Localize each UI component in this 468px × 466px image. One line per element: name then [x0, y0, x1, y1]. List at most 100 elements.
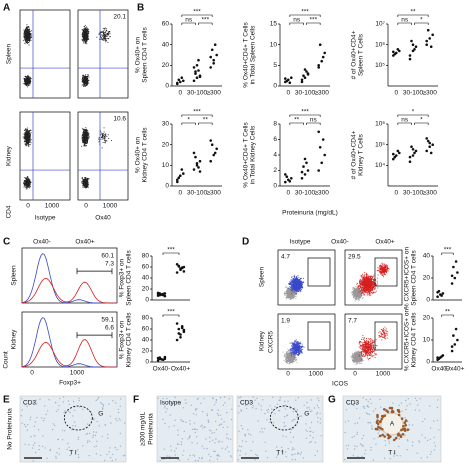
event-dot	[84, 139, 86, 140]
panel-label: C	[3, 237, 10, 248]
event-dot	[289, 294, 291, 296]
event-dot	[83, 131, 85, 133]
event-dot	[26, 183, 27, 185]
x-tick-label: 0	[395, 190, 399, 197]
data-dot	[408, 57, 412, 61]
event-dot	[295, 294, 297, 295]
event-dot	[26, 27, 28, 29]
data-dot	[177, 78, 181, 82]
y-axis-label: Spleen T Cells	[358, 33, 365, 76]
event-dot	[24, 181, 26, 182]
data-dot	[426, 28, 430, 32]
event-dot	[84, 33, 86, 35]
event-dot	[83, 140, 84, 142]
event-dot	[26, 136, 27, 137]
event-dot	[293, 296, 295, 298]
event-dot	[84, 79, 86, 81]
event-dot	[85, 138, 87, 139]
data-dot	[288, 180, 292, 183]
event-dot	[23, 133, 25, 135]
event-dot	[297, 288, 299, 290]
event-dot	[30, 78, 32, 80]
event-dot	[26, 183, 28, 185]
panel-label: F	[133, 395, 139, 406]
event-dot	[82, 134, 84, 136]
data-dot	[300, 177, 304, 180]
y-tick-label: 10	[270, 41, 278, 48]
event-dot	[288, 283, 290, 285]
event-dot	[293, 282, 295, 284]
legend-label: Ox40-	[331, 239, 349, 246]
significance-label: ***	[301, 9, 309, 16]
event-dot	[26, 31, 28, 33]
event-dot	[83, 138, 85, 140]
y-axis-label: % Ox40+ on	[135, 37, 142, 73]
event-dot	[26, 177, 28, 179]
event-dot	[297, 285, 299, 287]
panel-label: E	[3, 395, 10, 406]
event-dot	[84, 143, 86, 145]
event-dot	[25, 78, 27, 80]
event-dot	[29, 34, 30, 36]
event-dot	[86, 40, 88, 42]
event-dot	[293, 290, 294, 291]
data-dot	[398, 151, 401, 155]
event-dot	[298, 285, 299, 287]
event-dot	[292, 293, 294, 295]
event-dot	[28, 26, 30, 28]
data-dot	[175, 322, 179, 325]
event-dot	[24, 34, 26, 36]
event-dot	[286, 291, 288, 293]
event-dot	[85, 32, 86, 33]
data-dot	[210, 48, 214, 52]
data-dot	[213, 151, 217, 155]
event-dot	[103, 37, 105, 39]
event-dot	[85, 42, 87, 44]
event-dot	[85, 137, 87, 139]
event-dot	[30, 34, 32, 36]
event-dot	[84, 140, 86, 141]
gate-percentage: 59.1	[101, 317, 114, 324]
event-dot	[100, 33, 102, 35]
event-dot	[86, 136, 88, 138]
event-dot	[27, 26, 29, 27]
event-dot	[26, 130, 28, 132]
event-dot	[84, 141, 86, 142]
event-dot	[82, 34, 84, 36]
significance-bracket	[414, 122, 429, 125]
event-dot	[25, 134, 27, 136]
event-dot	[30, 130, 32, 131]
event-dot	[29, 130, 31, 132]
event-dot	[25, 128, 27, 130]
event-dot	[103, 38, 105, 40]
event-dot	[86, 145, 87, 147]
data-dot	[302, 74, 305, 77]
event-dot	[29, 38, 31, 40]
event-dot	[28, 33, 30, 34]
data-dot	[182, 328, 186, 332]
event-dot	[83, 133, 85, 134]
event-dot	[88, 76, 90, 78]
event-dot	[30, 33, 32, 34]
event-dot	[29, 78, 30, 80]
event-dot	[87, 29, 89, 31]
event-dot	[23, 37, 25, 39]
data-dot	[428, 37, 432, 40]
event-dot	[100, 36, 101, 38]
event-dot	[101, 133, 103, 135]
event-dot	[27, 38, 28, 40]
event-dot	[285, 291, 287, 292]
event-dot	[27, 79, 29, 81]
event-dot	[26, 144, 28, 146]
event-dot	[290, 297, 292, 299]
event-dot	[87, 180, 89, 182]
data-dot	[175, 263, 179, 266]
event-dot	[356, 299, 358, 301]
y-tick-label: 0	[273, 83, 277, 90]
event-dot	[104, 141, 106, 143]
data-dot	[215, 53, 218, 57]
event-dot	[295, 289, 297, 291]
event-dot	[28, 80, 30, 81]
event-dot	[25, 182, 26, 184]
event-dot	[106, 38, 108, 39]
